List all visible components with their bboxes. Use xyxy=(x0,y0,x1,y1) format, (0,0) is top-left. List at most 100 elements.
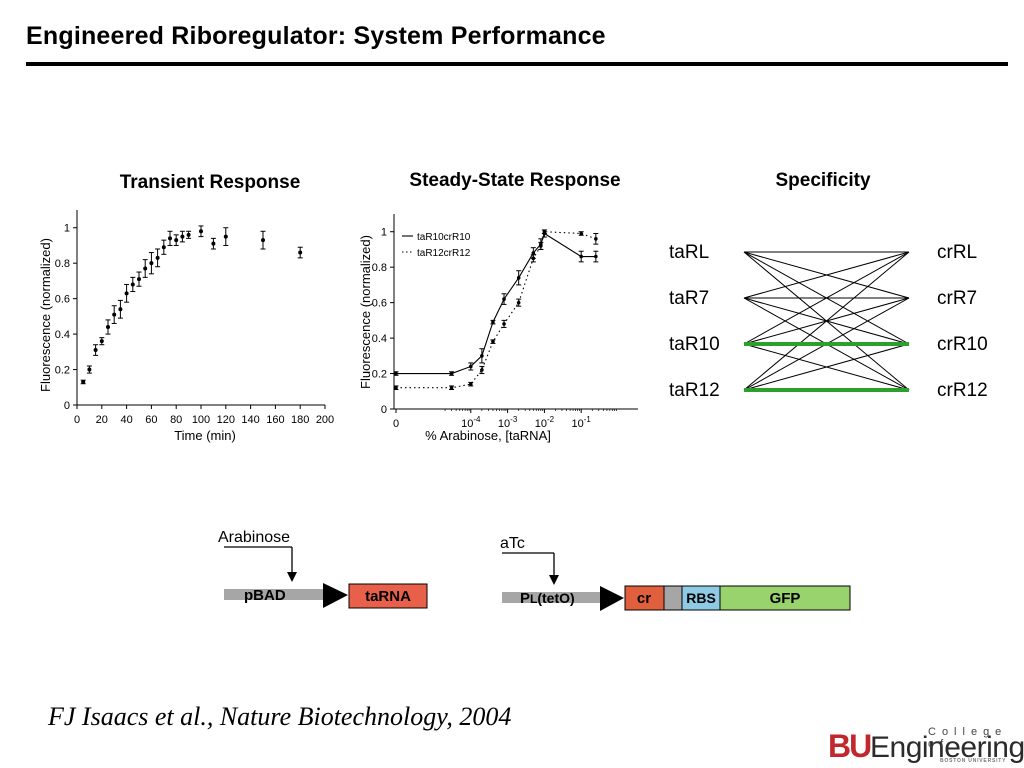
chart2-point xyxy=(531,251,536,255)
chart1-point xyxy=(106,325,110,329)
chart2-point xyxy=(502,322,506,326)
arabinose-arrowhead xyxy=(287,572,297,582)
chart1-point xyxy=(298,250,303,255)
panel-title-transient: Transient Response xyxy=(119,172,301,193)
chart1-y-tick-label: 0.8 xyxy=(55,258,70,270)
chart2-point xyxy=(542,229,547,234)
chart1-x-tick-label: 180 xyxy=(291,414,309,426)
pl-label-tet: (tetO) xyxy=(537,590,574,606)
gfp-label: GFP xyxy=(770,590,801,607)
chart1-point xyxy=(93,348,98,353)
chart1-point xyxy=(149,261,154,266)
chart2-point xyxy=(502,297,506,301)
chart2-point xyxy=(480,354,484,358)
chart1-point xyxy=(199,229,203,234)
chart1-y-tick-label: 0 xyxy=(64,400,70,412)
transient-response-chart: Fluorescence (normalized) Time (min) 0 20… xyxy=(38,210,334,443)
chart1-y-tick-label: 0.2 xyxy=(55,365,70,377)
chart2-x-tick-base: 0 xyxy=(393,418,399,430)
chart1-x-tick-label: 160 xyxy=(266,414,284,426)
chart2-y-tick-label: 0.4 xyxy=(372,333,387,345)
tarna-box xyxy=(348,583,428,609)
chart2-point xyxy=(449,385,454,390)
spec-connection xyxy=(743,343,910,391)
chart2-x-tick-base: 10 xyxy=(498,418,510,430)
spec-left-label: taR10 xyxy=(669,334,720,355)
logo-university: BOSTON UNIVERSITY xyxy=(940,758,1007,764)
pl-label-l: L xyxy=(530,592,537,606)
panel-title-steady: Steady-State Response xyxy=(409,170,621,191)
spec-connection xyxy=(743,251,910,345)
chart2-y-tick-label: 0 xyxy=(381,404,387,416)
chart1-point xyxy=(174,238,179,243)
chart1-point xyxy=(99,339,104,344)
spec-right-label: crR12 xyxy=(937,380,988,401)
panel-title-specificity: Specificity xyxy=(775,170,871,191)
chart2-point xyxy=(516,300,521,305)
pbad-promoter xyxy=(224,589,324,600)
chart1-point xyxy=(186,232,191,237)
chart2-point xyxy=(594,237,598,241)
bu-engineering-logo: BU Engineering College of BOSTON UNIVERS… xyxy=(828,726,1024,764)
chart1-point xyxy=(87,367,92,372)
logo-college: College of xyxy=(928,726,1008,750)
spec-right-label: crR10 xyxy=(937,334,988,355)
chart2-point xyxy=(594,254,598,259)
chart1-point xyxy=(211,241,216,246)
chart2-point xyxy=(516,276,521,280)
logo-engineering: Engineering xyxy=(870,731,1024,764)
chart1-point xyxy=(223,234,228,239)
pbad-arrow xyxy=(323,583,348,608)
pl-label: PL(tetO) xyxy=(520,590,575,607)
spec-left-label: taR7 xyxy=(669,288,709,309)
chart2-x-tick-exp: -1 xyxy=(584,415,592,424)
chart1-point xyxy=(112,312,117,317)
chart2-xlabel: % Arabinose, [taRNA] xyxy=(425,428,551,443)
chart1-x-tick-label: 60 xyxy=(145,414,157,426)
chart2-ylabel: Fluorescence (normalized) xyxy=(358,235,373,389)
atc-arrowhead xyxy=(549,575,559,585)
chart1-point xyxy=(168,236,172,241)
chart2-point xyxy=(469,382,473,386)
gfp-box xyxy=(719,585,851,611)
chart2-legend-label: taR10crR10 xyxy=(417,232,471,243)
citation: FJ Isaacs et al., Nature Biotechnology, … xyxy=(48,702,512,731)
chart1-x-tick-label: 140 xyxy=(241,414,259,426)
chart2-y-tick-label: 0.8 xyxy=(372,262,387,274)
chart2-x-tick-label: 10-3 xyxy=(498,415,518,430)
spec-right-label: crRL xyxy=(937,242,977,263)
chart2-x-tick-base: 10 xyxy=(461,418,473,430)
rbs-label: RBS xyxy=(686,590,716,606)
cr-box xyxy=(624,585,665,611)
spec-left-label: taR12 xyxy=(669,380,720,401)
chart1-point xyxy=(124,291,129,296)
arabinose-label: Arabinose xyxy=(218,529,290,546)
chart2-series-line xyxy=(396,232,596,375)
chart1-point xyxy=(155,255,160,260)
chart2-point xyxy=(531,256,536,261)
chart2-y-tick-label: 0.2 xyxy=(372,369,387,381)
specificity-diagram: taRL taR7 taR10 taR12 crRL crR7 crR10 crR12 xyxy=(669,242,988,401)
chart2-point xyxy=(469,364,473,369)
chart2-x-tick-base: 10 xyxy=(572,418,584,430)
chart2-point xyxy=(491,339,495,344)
chart1-x-tick-label: 120 xyxy=(217,414,235,426)
chart1-x-tick-label: 0 xyxy=(74,414,80,426)
title-rule xyxy=(26,62,1008,66)
chart2-point xyxy=(539,244,543,248)
spec-connection xyxy=(743,251,910,391)
atc-label: aTc xyxy=(500,535,525,552)
steady-state-chart: Fluorescence (normalized) % Arabinose, [… xyxy=(358,214,638,443)
chart1-ylabel: Fluorescence (normalized) xyxy=(38,238,53,392)
chart2-point xyxy=(394,371,398,376)
chart2-x-tick-exp: -2 xyxy=(547,415,555,424)
spec-right-label: crR7 xyxy=(937,288,977,309)
spec-left-label: taRL xyxy=(669,242,709,263)
pbad-label: pBAD xyxy=(244,587,286,604)
spacer-box xyxy=(663,585,683,611)
pl-label-p: P xyxy=(520,590,530,607)
chart1-point xyxy=(180,234,185,239)
spec-connection xyxy=(743,251,910,299)
chart1-point xyxy=(261,238,265,243)
chart2-y-tick-label: 0.6 xyxy=(372,298,387,310)
